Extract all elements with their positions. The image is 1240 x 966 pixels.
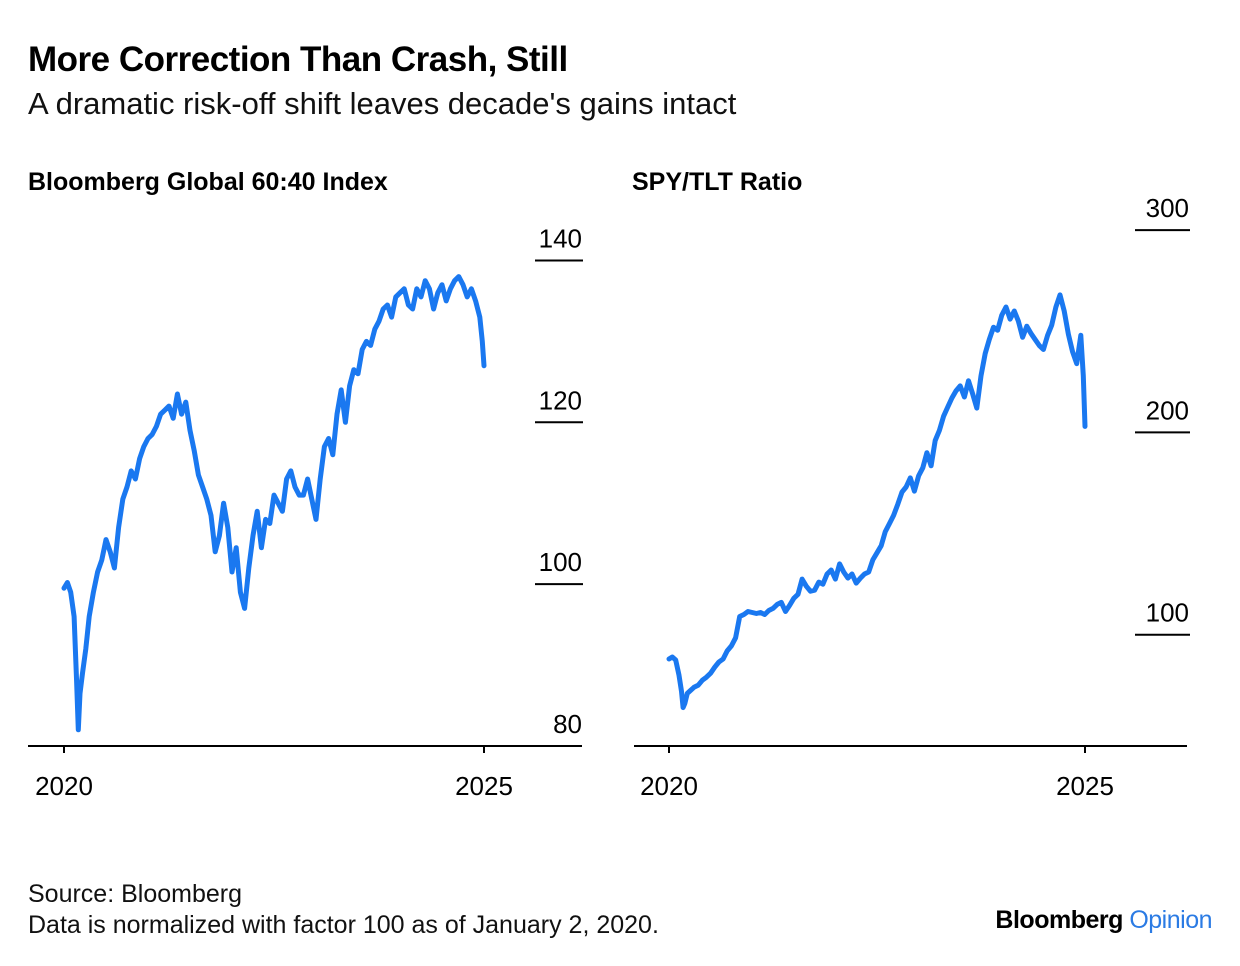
- x-tick-label: 2025: [1056, 771, 1114, 801]
- brand-logo: Bloomberg Opinion: [995, 906, 1212, 935]
- normalization-note: Data is normalized with factor 100 as of…: [28, 911, 659, 939]
- brand-main: Bloomberg: [995, 906, 1123, 934]
- source-note: Source: Bloomberg: [28, 880, 243, 908]
- y-tick-label: 80: [553, 709, 582, 739]
- chart-title: More Correction Than Crash, Still: [28, 40, 568, 79]
- series-line: [666, 292, 1088, 711]
- y-tick-label: 200: [1146, 395, 1189, 425]
- brand-accent: Opinion: [1129, 906, 1212, 934]
- panel-title-spy-tlt: SPY/TLT Ratio: [632, 168, 803, 196]
- y-tick-label: 100: [539, 547, 582, 577]
- chart-subtitle: A dramatic risk-off shift leaves decade'…: [28, 86, 737, 121]
- y-tick-label: 140: [539, 223, 582, 253]
- x-tick-label: 2025: [455, 771, 513, 801]
- x-tick-label: 2020: [35, 771, 93, 801]
- x-tick-label: 2020: [640, 771, 698, 801]
- y-tick-label: 120: [539, 385, 582, 415]
- y-tick-label: 300: [1146, 193, 1189, 223]
- y-tick-label: 100: [1146, 598, 1189, 628]
- panel-title-6040: Bloomberg Global 60:40 Index: [28, 168, 388, 196]
- series-line: [61, 274, 487, 733]
